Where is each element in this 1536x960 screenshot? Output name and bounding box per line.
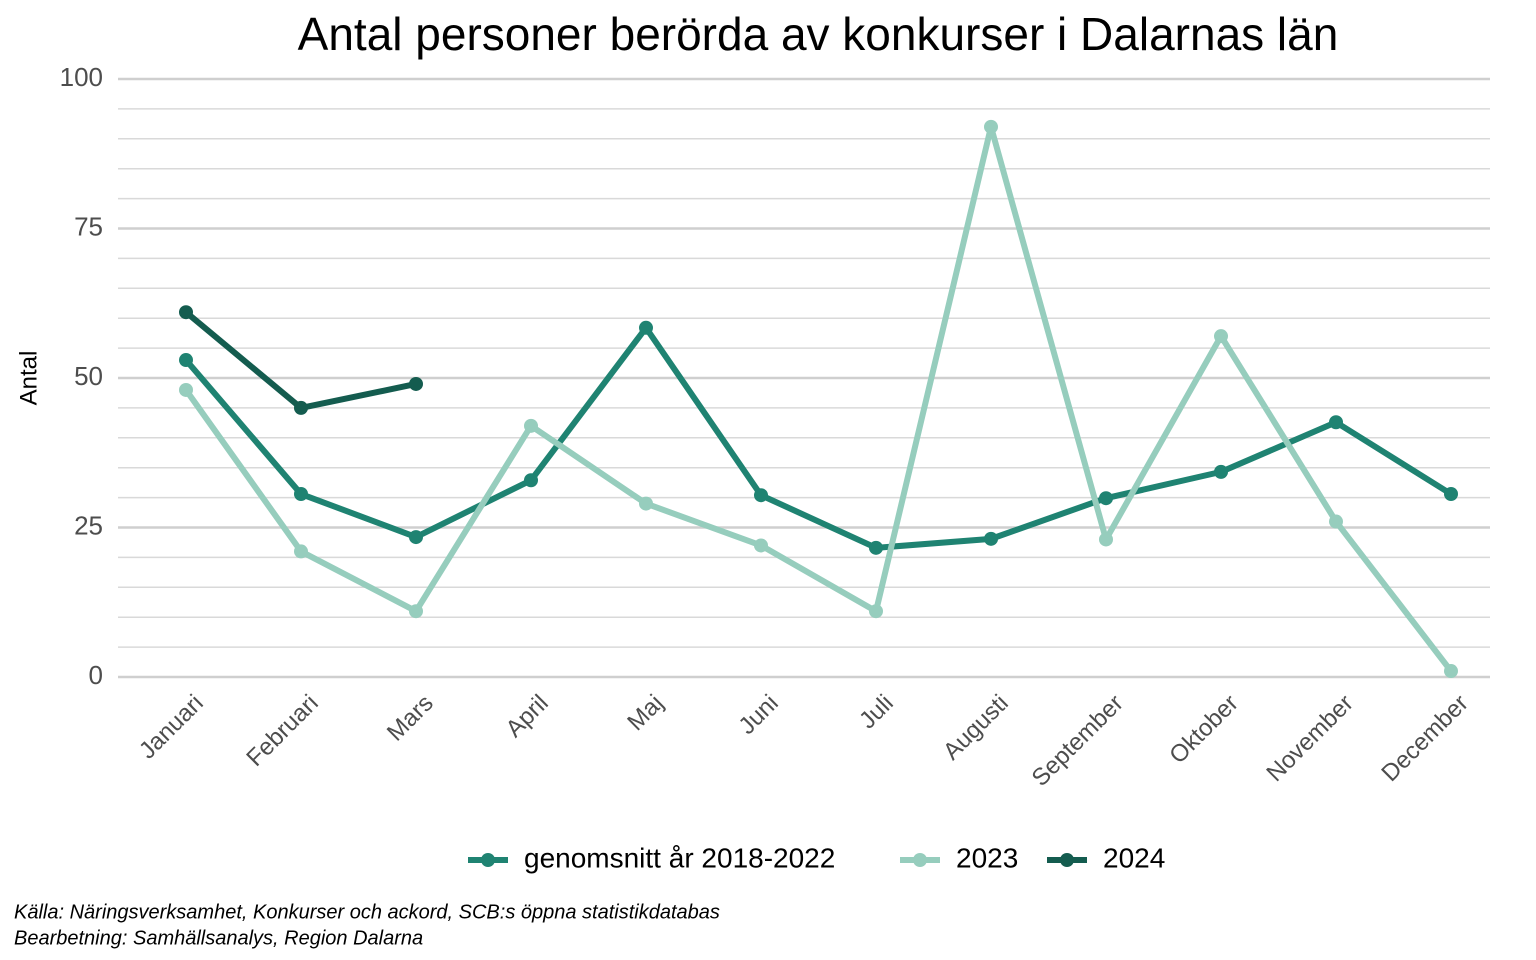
data-point: [524, 473, 538, 488]
data-point: [524, 418, 538, 433]
caption: Källa: Näringsverksamhet, Konkurser och …: [14, 901, 720, 923]
data-point: [179, 353, 193, 368]
caption: Bearbetning: Samhällsanalys, Region Dala…: [14, 927, 423, 949]
legend-label: 2023: [956, 842, 1018, 873]
y-axis-label: Antal: [15, 351, 42, 406]
data-point: [1329, 514, 1343, 529]
data-point: [984, 531, 998, 546]
data-point: [639, 320, 653, 335]
data-point: [1329, 415, 1343, 430]
data-point: [409, 604, 423, 619]
legend-label: genomsnitt år 2018-2022: [524, 842, 835, 873]
data-point: [1444, 487, 1458, 502]
y-tick-label: 0: [89, 660, 103, 690]
data-point: [1214, 329, 1228, 344]
legend-swatch-point: [1060, 853, 1074, 867]
legend-swatch-point: [913, 853, 927, 867]
data-point: [179, 382, 193, 397]
legend-swatch-point: [481, 853, 495, 867]
data-point: [869, 540, 883, 555]
data-point: [1444, 664, 1458, 679]
data-point: [1099, 532, 1113, 547]
y-tick-label: 100: [60, 62, 103, 92]
series-line: [183, 324, 1453, 551]
data-point: [409, 530, 423, 545]
chart-title: Antal personer berörda av konkurser i Da…: [298, 8, 1339, 60]
y-tick-label: 50: [74, 361, 103, 391]
data-point: [179, 305, 193, 320]
series-line: [183, 123, 1454, 673]
legend-label: 2024: [1103, 842, 1165, 873]
data-point: [409, 376, 423, 391]
y-tick-label: 25: [74, 510, 103, 540]
data-point: [869, 604, 883, 619]
data-point: [294, 400, 308, 415]
data-point: [294, 544, 308, 559]
data-point: [639, 496, 653, 511]
y-tick-label: 75: [74, 211, 103, 241]
data-point: [984, 119, 998, 134]
data-point: [1214, 464, 1228, 479]
data-point: [754, 488, 768, 503]
data-point: [294, 487, 308, 502]
data-point: [1099, 491, 1113, 506]
data-point: [754, 538, 768, 553]
